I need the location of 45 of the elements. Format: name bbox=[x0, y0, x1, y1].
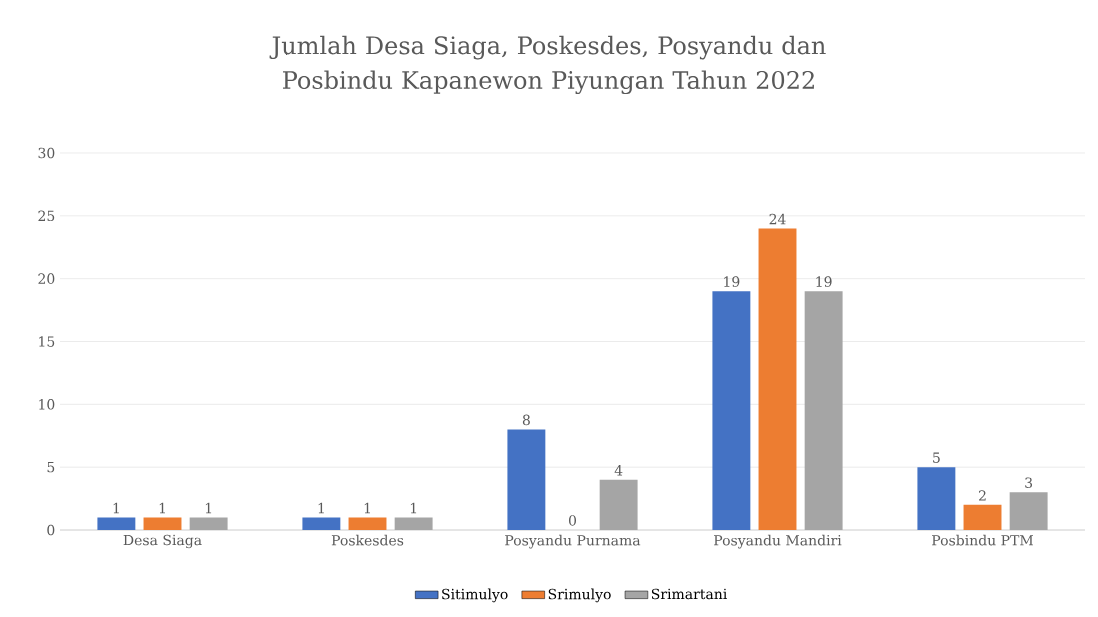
y-tick-label: 30 bbox=[38, 147, 55, 159]
bar bbox=[348, 517, 387, 530]
bar bbox=[804, 291, 843, 530]
data-label: 0 bbox=[568, 515, 577, 526]
y-tick-label: 25 bbox=[38, 210, 55, 222]
data-label: 3 bbox=[1025, 477, 1033, 489]
bar bbox=[97, 517, 136, 530]
bar bbox=[963, 504, 1002, 530]
data-label: 24 bbox=[769, 213, 786, 225]
y-tick-label: 5 bbox=[47, 461, 55, 473]
data-label: 4 bbox=[614, 465, 623, 476]
data-label: 19 bbox=[724, 276, 740, 287]
data-label: 2 bbox=[979, 490, 986, 501]
data-label: 1 bbox=[205, 502, 212, 514]
bar bbox=[302, 517, 341, 530]
data-label: 1 bbox=[113, 502, 119, 514]
bar bbox=[758, 228, 797, 530]
chart-title: Jumlah Desa Siaga, Poskesdes, Posyandu dan Posbindu Kapanewon Piyungan Tahun 2022 bbox=[269, 35, 826, 95]
bar bbox=[507, 429, 546, 530]
x-tick-label: Posyandu Mandiri bbox=[714, 534, 842, 549]
y-tick-label: 10 bbox=[39, 399, 55, 410]
data-label: 1 bbox=[159, 502, 165, 514]
data-label: 1 bbox=[364, 502, 370, 514]
y-tick-label: 0 bbox=[47, 524, 55, 536]
data-label: 1 bbox=[318, 502, 324, 514]
bar bbox=[394, 517, 433, 530]
bar bbox=[189, 517, 228, 530]
y-tick-label: 15 bbox=[39, 336, 55, 347]
legend-label: Sitimulyo bbox=[442, 588, 508, 603]
bar bbox=[143, 517, 182, 530]
bar bbox=[917, 467, 956, 530]
data-label: 5 bbox=[933, 452, 940, 463]
y-tick-label: 20 bbox=[38, 273, 55, 284]
x-tick-label: Desa Siaga bbox=[123, 534, 202, 549]
bar bbox=[712, 291, 751, 530]
x-tick-label: Posbindu PTM bbox=[932, 534, 1033, 546]
data-label: 1 bbox=[410, 502, 417, 514]
x-tick-label: Poskesdes bbox=[331, 534, 404, 546]
bar bbox=[599, 479, 638, 530]
legend-label: Srimartani bbox=[651, 588, 727, 600]
bar bbox=[1009, 492, 1048, 530]
data-label: 19 bbox=[816, 276, 832, 287]
data-label: 8 bbox=[522, 414, 530, 426]
x-tick-label: Posyandu Purnama bbox=[505, 534, 641, 549]
legend-label: Srimulyo bbox=[548, 588, 611, 603]
